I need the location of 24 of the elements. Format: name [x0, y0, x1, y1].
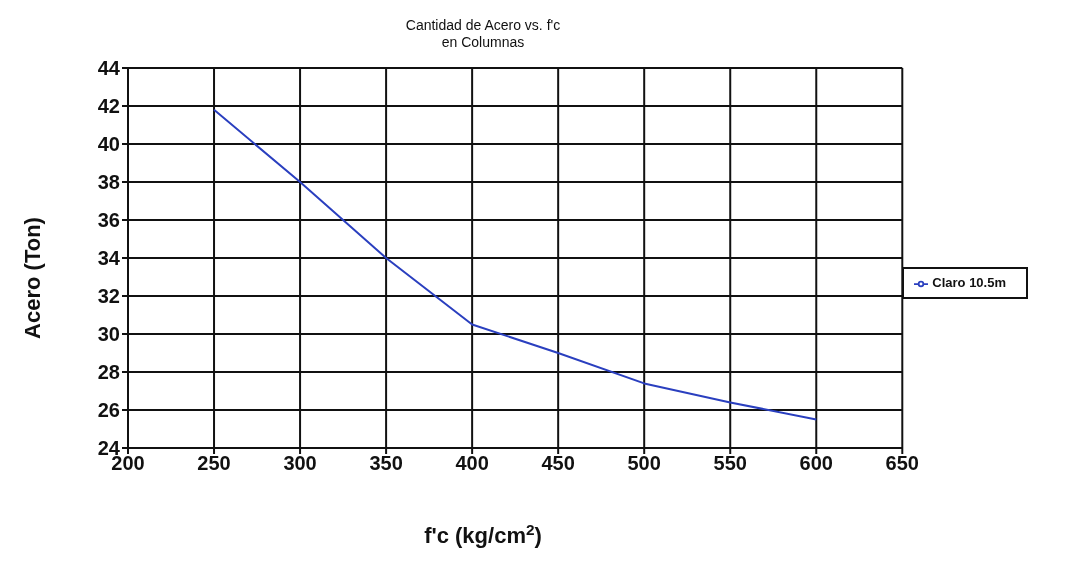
y-tick-label: 38: [97, 171, 120, 194]
y-tick-label: 30: [97, 323, 120, 346]
x-tick-label: 250: [197, 452, 231, 475]
x-tick-label: 500: [627, 452, 661, 475]
chart-title: Cantidad de Acero vs. f'c en Columnas: [405, 17, 561, 50]
y-tick-label: 28: [97, 361, 120, 384]
y-tick-label: 34: [97, 247, 121, 270]
x-tick-label: 600: [799, 452, 833, 475]
y-tick-label: 32: [97, 285, 120, 308]
y-tick-label: 44: [97, 57, 121, 80]
y-axis-title: Acero (Ton): [20, 217, 45, 339]
y-tick-label: 40: [97, 133, 120, 156]
x-tick-label: 350: [369, 452, 403, 475]
x-tick-label: 300: [283, 452, 317, 475]
x-tick-label: 650: [885, 452, 919, 475]
legend-label: Claro 10.5m: [932, 275, 1006, 291]
y-tick-label: 26: [97, 399, 120, 422]
x-axis-title: f'c (kg/cm$^{2}$): [424, 520, 542, 548]
y-tick-label: 42: [97, 95, 120, 118]
x-tick-label: 400: [455, 452, 489, 475]
x-tick-label: 550: [713, 452, 747, 475]
x-tick-label: 450: [541, 452, 575, 475]
line-series: [213, 108, 818, 421]
y-tick-label: 36: [97, 209, 120, 232]
